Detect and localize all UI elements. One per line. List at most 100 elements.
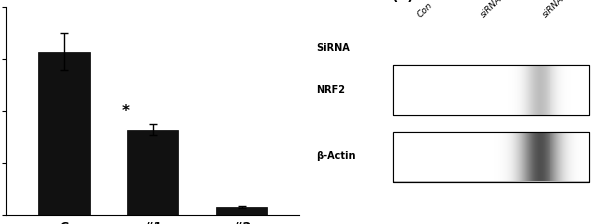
Bar bbox=[416, 132, 417, 181]
Bar bbox=[420, 132, 422, 181]
Bar bbox=[480, 132, 481, 181]
Bar bbox=[468, 66, 469, 114]
Bar bbox=[449, 132, 450, 181]
Bar bbox=[555, 66, 556, 114]
Bar bbox=[472, 66, 473, 114]
Bar bbox=[564, 132, 565, 181]
Bar bbox=[460, 132, 461, 181]
Bar bbox=[513, 132, 514, 181]
Bar bbox=[432, 66, 434, 114]
Bar bbox=[553, 132, 555, 181]
Bar bbox=[512, 66, 513, 114]
Bar bbox=[481, 132, 482, 181]
Bar bbox=[583, 66, 584, 114]
Bar bbox=[494, 66, 495, 114]
Bar bbox=[483, 132, 485, 181]
Bar bbox=[567, 66, 568, 114]
Bar bbox=[549, 132, 550, 181]
Bar bbox=[522, 66, 523, 114]
Bar bbox=[401, 66, 402, 114]
Bar bbox=[396, 66, 397, 114]
Bar bbox=[475, 132, 476, 181]
Bar bbox=[440, 132, 441, 181]
Bar bbox=[569, 66, 570, 114]
Bar bbox=[584, 66, 585, 114]
Bar bbox=[515, 66, 516, 114]
Bar bbox=[462, 132, 463, 181]
Bar bbox=[537, 66, 538, 114]
Bar bbox=[404, 66, 405, 114]
Bar bbox=[467, 132, 468, 181]
Bar bbox=[467, 132, 468, 181]
Bar bbox=[541, 132, 543, 181]
Bar bbox=[419, 132, 420, 181]
Bar bbox=[574, 132, 575, 181]
Bar bbox=[527, 132, 528, 181]
Bar bbox=[422, 132, 423, 181]
Bar bbox=[452, 66, 453, 114]
Bar bbox=[456, 132, 457, 181]
Bar bbox=[558, 132, 559, 181]
Bar bbox=[469, 66, 470, 114]
Bar bbox=[413, 132, 414, 181]
Bar bbox=[411, 66, 412, 114]
Bar bbox=[563, 132, 564, 181]
Bar bbox=[411, 66, 412, 114]
Bar bbox=[559, 66, 560, 114]
Bar bbox=[517, 132, 518, 181]
Bar bbox=[435, 66, 437, 114]
Bar bbox=[481, 66, 482, 114]
Bar bbox=[536, 132, 537, 181]
Bar bbox=[479, 66, 480, 114]
Bar bbox=[572, 66, 573, 114]
Bar bbox=[587, 132, 588, 181]
Bar bbox=[445, 66, 446, 114]
Bar bbox=[580, 132, 581, 181]
Bar bbox=[460, 66, 461, 114]
Bar bbox=[585, 66, 586, 114]
Bar bbox=[422, 132, 423, 181]
Bar bbox=[550, 132, 552, 181]
Bar bbox=[410, 132, 411, 181]
Bar bbox=[399, 66, 400, 114]
Bar bbox=[509, 132, 510, 181]
Bar bbox=[394, 132, 395, 181]
Bar bbox=[460, 132, 461, 181]
Bar bbox=[517, 66, 518, 114]
Bar bbox=[577, 66, 578, 114]
Bar bbox=[451, 132, 452, 181]
Bar bbox=[539, 66, 540, 114]
Bar bbox=[526, 132, 527, 181]
Bar bbox=[457, 132, 458, 181]
Bar bbox=[573, 132, 574, 181]
Bar bbox=[494, 132, 495, 181]
Bar bbox=[470, 132, 471, 181]
Bar bbox=[471, 132, 472, 181]
Bar bbox=[413, 132, 414, 181]
Bar bbox=[406, 132, 407, 181]
Bar bbox=[486, 132, 488, 181]
Bar bbox=[492, 66, 494, 114]
Bar bbox=[582, 132, 583, 181]
Bar bbox=[586, 66, 587, 114]
Bar bbox=[531, 66, 532, 114]
Bar bbox=[425, 132, 426, 181]
Bar bbox=[540, 132, 541, 181]
Bar bbox=[471, 66, 472, 114]
Bar bbox=[446, 66, 447, 114]
Bar bbox=[582, 132, 583, 181]
Bar bbox=[467, 66, 468, 114]
Bar bbox=[404, 66, 405, 114]
Bar bbox=[451, 132, 452, 181]
Bar bbox=[447, 132, 448, 181]
Bar bbox=[578, 66, 579, 114]
Bar bbox=[563, 66, 564, 114]
Bar bbox=[560, 66, 561, 114]
Bar bbox=[547, 66, 549, 114]
Bar bbox=[495, 66, 497, 114]
Bar bbox=[556, 132, 558, 181]
Bar bbox=[407, 132, 408, 181]
Bar bbox=[443, 132, 444, 181]
Bar bbox=[527, 66, 528, 114]
Bar bbox=[544, 66, 546, 114]
